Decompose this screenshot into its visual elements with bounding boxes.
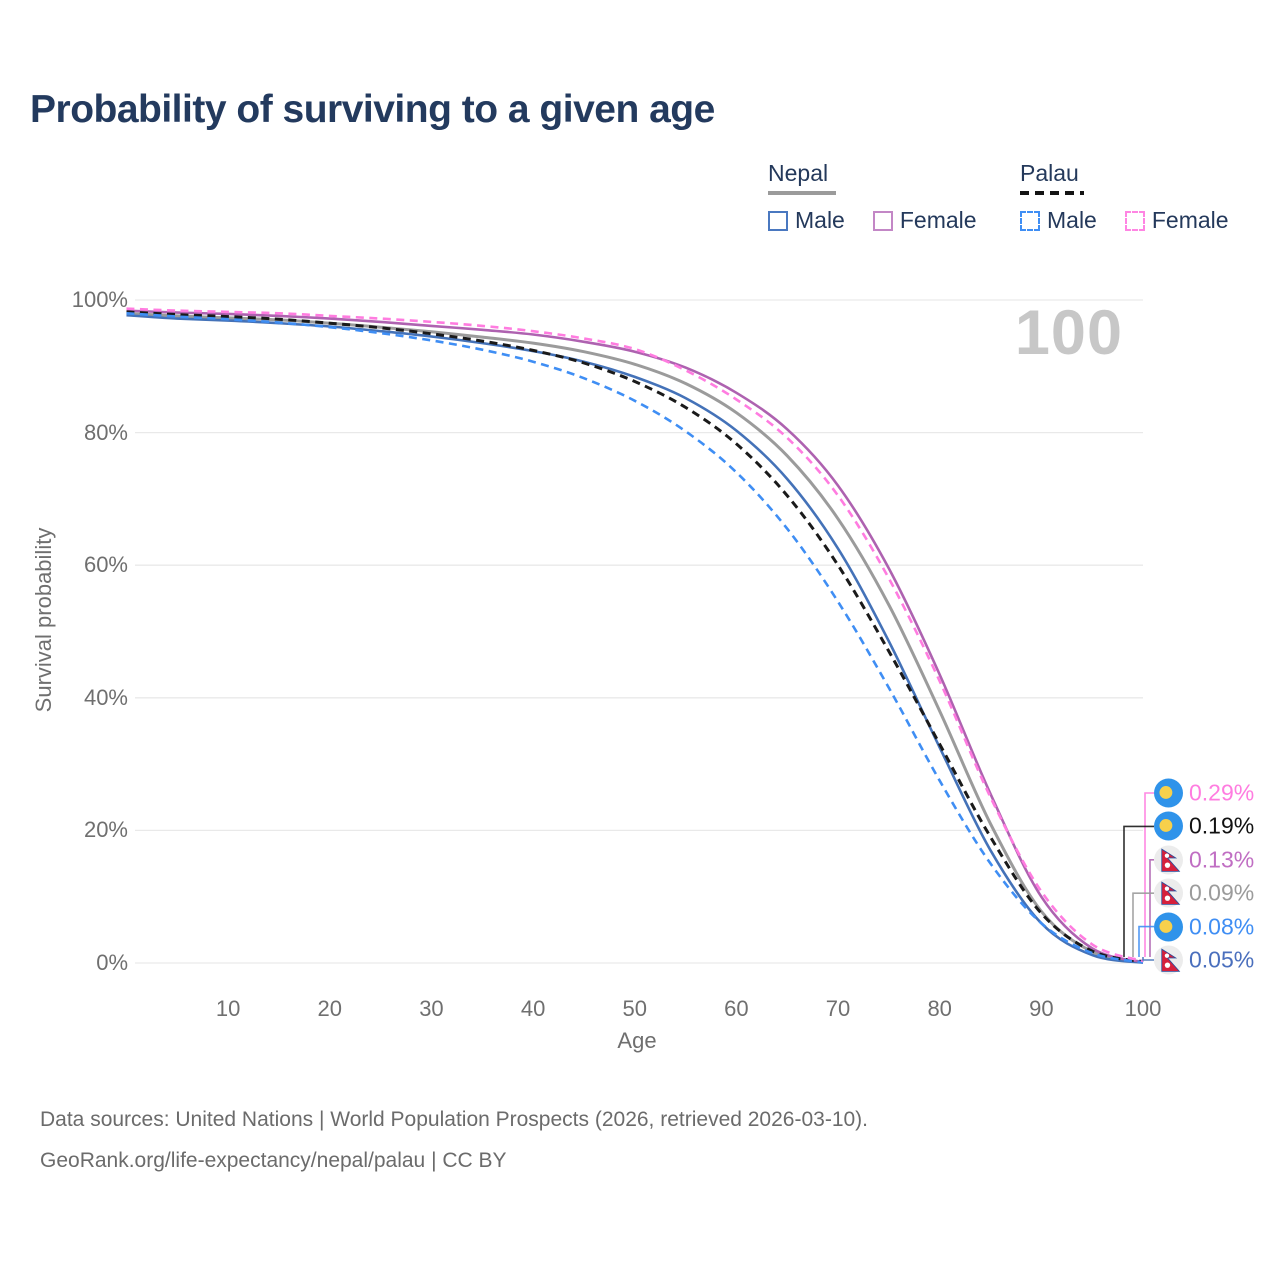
- end-label-value: 0.29%: [1189, 779, 1255, 806]
- x-tick-label: 100: [1124, 996, 1162, 1021]
- legend-group-nepal: Nepal Male Female: [768, 160, 977, 234]
- x-tick-label: 80: [927, 996, 952, 1021]
- x-tick-label: 40: [520, 996, 546, 1021]
- x-tick-label: 50: [622, 996, 647, 1021]
- page-title: Probability of surviving to a given age: [30, 88, 715, 131]
- nepal-flag-icon: [1154, 878, 1183, 908]
- x-tick-label: 90: [1029, 996, 1054, 1021]
- palau-flag-icon: [1154, 778, 1183, 808]
- series-line-palau_male[interactable]: [126, 312, 1144, 964]
- legend-item-label: Female: [899, 207, 977, 233]
- end-label-value: 0.13%: [1189, 846, 1255, 873]
- nepal-flag-icon: [1154, 945, 1183, 975]
- end-label-value: 0.08%: [1189, 913, 1255, 940]
- nepal-flag-icon: [1154, 845, 1183, 875]
- x-tick-label: 60: [724, 996, 749, 1021]
- series-line-palau_all[interactable]: [126, 310, 1144, 964]
- series-line-nepal_female[interactable]: [126, 309, 1144, 964]
- end-label-value: 0.05%: [1189, 946, 1255, 973]
- x-axis-title: Age: [617, 1028, 657, 1053]
- end-label-connector-palau_male: [1138, 925, 1154, 957]
- end-label-nepal_all: 0.09%: [1154, 878, 1255, 908]
- nepal-line-sample-icon: [768, 191, 836, 195]
- end-label-connector-palau_all: [1123, 825, 1154, 957]
- nepal-male-swatch-icon: [768, 210, 788, 231]
- end-label-value: 0.19%: [1189, 812, 1255, 839]
- palau-flag-icon: [1154, 912, 1183, 942]
- x-tick-label: 20: [317, 996, 343, 1021]
- palau-line-sample-icon: [1020, 191, 1084, 195]
- y-tick-label: 20%: [83, 817, 128, 843]
- y-tick-label: 0%: [96, 950, 128, 975]
- end-label-nepal_female: 0.13%: [1154, 845, 1255, 875]
- y-tick-label: 60%: [83, 552, 128, 578]
- x-tick-label: 30: [419, 996, 444, 1021]
- y-tick-label: 100%: [71, 287, 128, 312]
- end-label-palau_male: 0.08%: [1154, 912, 1255, 942]
- palau-male-swatch-icon: [1020, 210, 1040, 231]
- legend-group-palau: Palau Male Female: [1020, 160, 1229, 234]
- end-label-palau_all: 0.19%: [1154, 811, 1255, 841]
- legend-group-nepal-title[interactable]: Nepal: [768, 160, 829, 186]
- x-tick-label: 10: [215, 996, 241, 1021]
- end-label-connector-nepal_female: [1149, 859, 1154, 957]
- data-sources-text: Data sources: United Nations | World Pop…: [40, 1108, 869, 1131]
- legend-group-palau-title[interactable]: Palau: [1020, 160, 1079, 186]
- attribution-link-text: GeoRank.org/life-expectancy/nepal/palau …: [40, 1149, 507, 1172]
- palau-flag-icon: [1154, 811, 1183, 841]
- age-watermark: 100: [1014, 298, 1123, 368]
- legend-item-palau-female[interactable]: Female: [1124, 207, 1229, 234]
- end-label-palau_female: 0.29%: [1154, 778, 1255, 808]
- series-line-nepal_all[interactable]: [126, 311, 1144, 964]
- end-label-connector-nepal_all: [1132, 892, 1154, 957]
- end-label-value: 0.09%: [1189, 879, 1255, 906]
- y-tick-label: 80%: [83, 419, 128, 445]
- legend-item-label: Female: [1151, 207, 1229, 233]
- legend-item-nepal-male[interactable]: Male: [768, 207, 845, 234]
- legend-item-label: Male: [1047, 207, 1097, 233]
- legend-item-nepal-female[interactable]: Female: [872, 207, 977, 234]
- y-axis-title: Survival probability: [31, 527, 56, 713]
- legend-item-palau-male[interactable]: Male: [1020, 207, 1097, 234]
- legend-item-label: Male: [795, 207, 845, 233]
- series-line-palau_female[interactable]: [126, 307, 1144, 963]
- y-tick-label: 40%: [83, 684, 128, 710]
- end-label-nepal_male: 0.05%: [1154, 945, 1255, 975]
- end-label-connector-nepal_male: [1142, 957, 1154, 961]
- end-label-connector-palau_female: [1144, 792, 1154, 957]
- nepal-female-swatch-icon: [872, 210, 893, 231]
- x-tick-label: 70: [825, 996, 851, 1021]
- palau-female-swatch-icon: [1124, 210, 1145, 231]
